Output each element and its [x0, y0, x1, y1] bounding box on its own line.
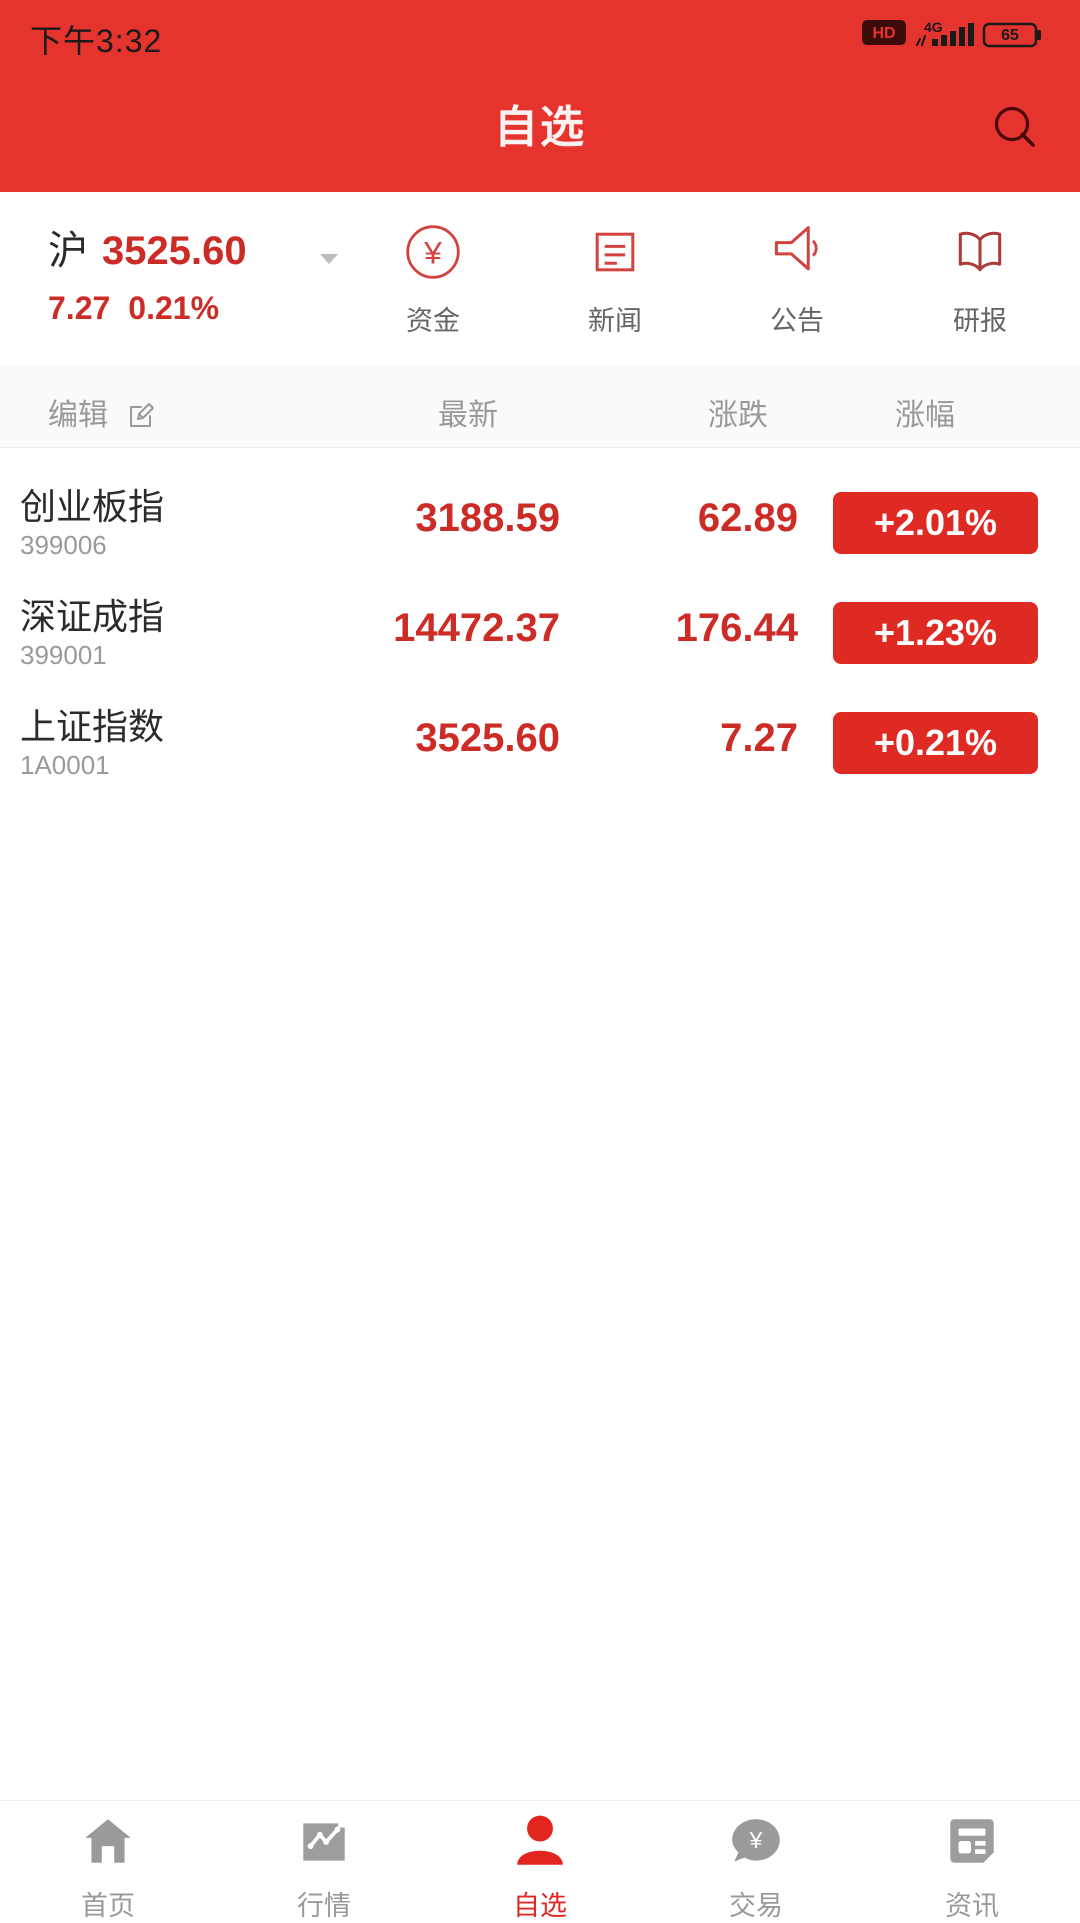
svg-text:¥: ¥ — [423, 234, 442, 270]
svg-text:65: 65 — [1001, 27, 1019, 44]
svg-text:4G: 4G — [924, 19, 943, 35]
svg-text:¥: ¥ — [749, 1827, 763, 1853]
svg-text:HD: HD — [872, 25, 895, 42]
